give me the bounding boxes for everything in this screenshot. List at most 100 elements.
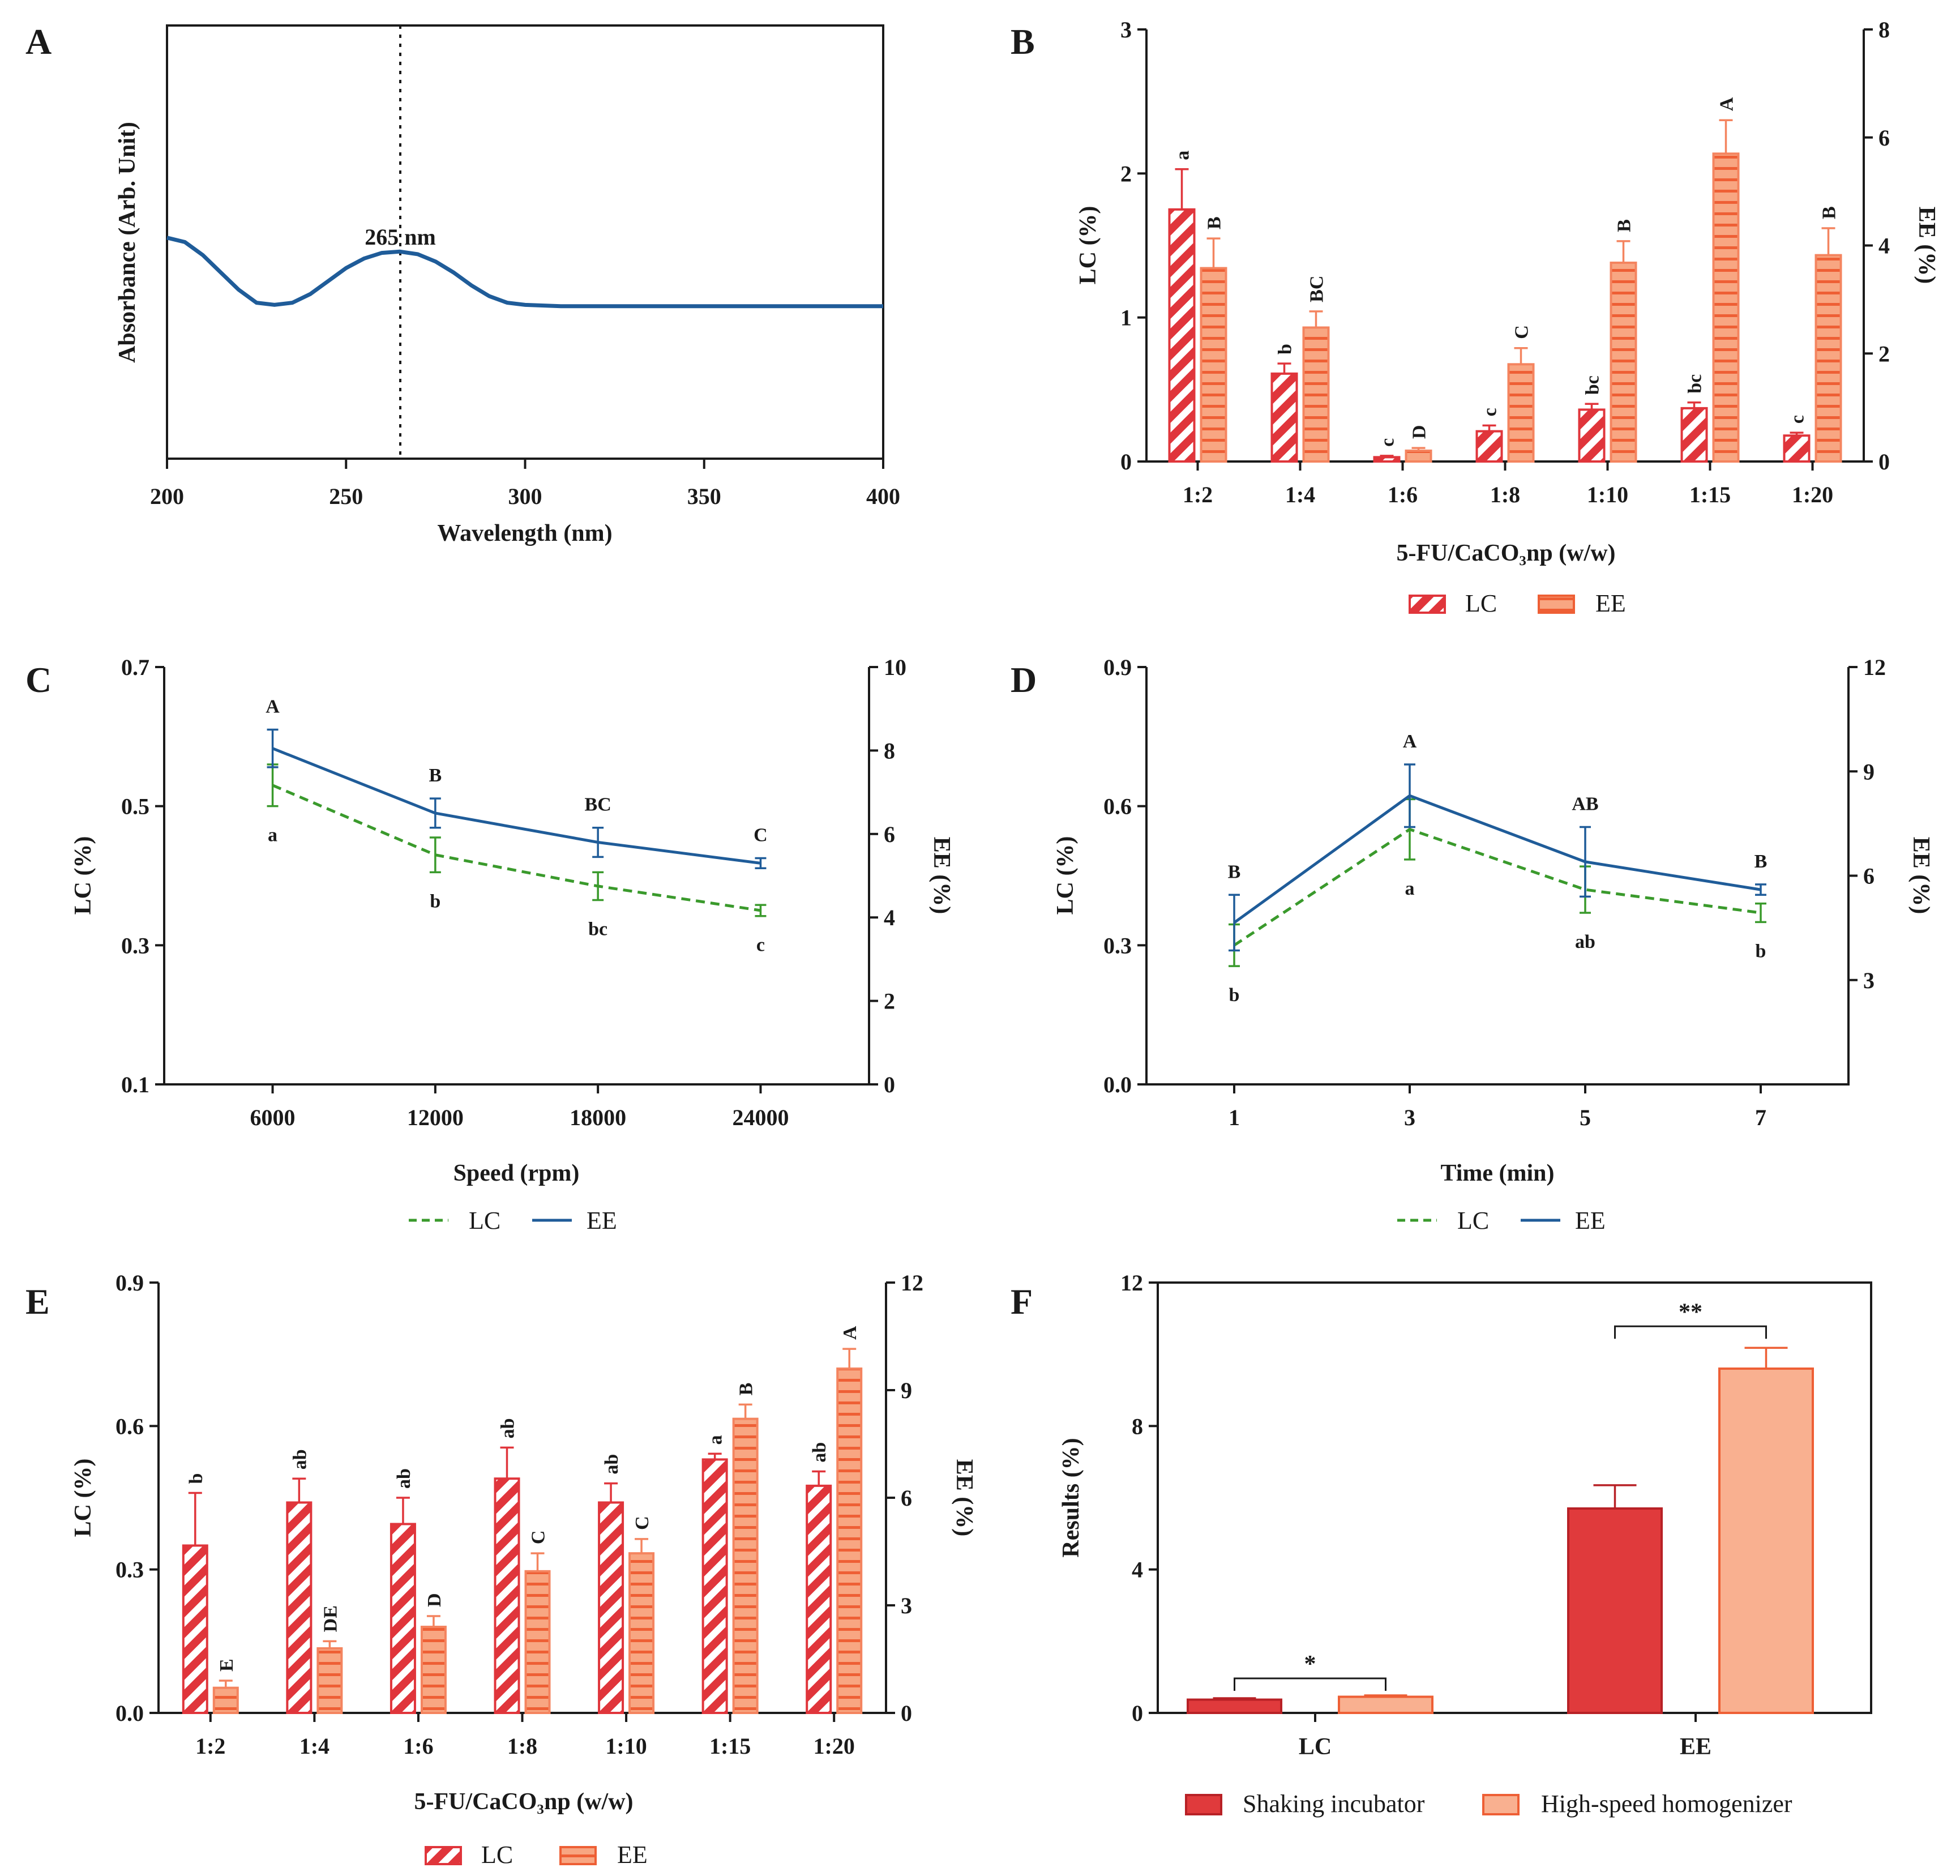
category-label: 1:10 bbox=[1587, 482, 1628, 507]
legend-ee-label: EE bbox=[1575, 1207, 1606, 1234]
ee-letter: BC bbox=[585, 794, 611, 815]
category-label: 1:2 bbox=[1183, 482, 1213, 507]
panel-e-y-right-title: EE (%) bbox=[951, 1459, 977, 1537]
panel-f-legend: Shaking incubator High-speed homogenizer bbox=[1185, 1790, 1792, 1818]
ee-bar bbox=[524, 1570, 551, 1714]
lc-bar bbox=[1475, 430, 1503, 463]
ee-letter: C bbox=[528, 1531, 549, 1545]
panel-a-y-title: Absorbance (Arb. Unit) bbox=[114, 122, 140, 363]
y-right-tick-label-2: 6 bbox=[901, 1485, 912, 1511]
panel-c-y-right-title: EE (%) bbox=[928, 837, 955, 915]
ee-letter: D bbox=[1409, 425, 1430, 439]
lc-letter: c bbox=[1480, 408, 1501, 416]
ee-bar bbox=[420, 1626, 447, 1714]
ee-letter: B bbox=[1819, 206, 1840, 219]
panel-d: D 0.0 0.3 0.6 0.9 3 6 9 12 1 3 5 7 b a ab b B A AB B Time (… bbox=[1011, 655, 1934, 1234]
lc-letter: ab bbox=[498, 1418, 519, 1438]
legend-lc-label: LC bbox=[469, 1207, 500, 1234]
legend-shaking-label: Shaking incubator bbox=[1243, 1790, 1425, 1818]
y-left-tick-label-1: 0.3 bbox=[115, 1557, 144, 1583]
lc-bar bbox=[598, 1501, 624, 1714]
panel-a-frame bbox=[166, 24, 884, 460]
lc-bar bbox=[182, 1544, 208, 1714]
x-tick-label: 12000 bbox=[407, 1105, 464, 1130]
y-right-tick-label-1: 2 bbox=[884, 989, 895, 1014]
peak-label: 265 nm bbox=[365, 224, 436, 250]
y-left-tick-label-0: 0.0 bbox=[115, 1700, 144, 1726]
panel-b: B 0 1 2 3 0 2 4 6 8 1:2 a B 1:4 b BC 1:6 c D 1:8 c C 1:10 bc B 1… bbox=[1011, 17, 1940, 617]
y-right-tick-label-2: 9 bbox=[1863, 759, 1875, 784]
y-tick-label-2: 8 bbox=[1132, 1413, 1143, 1439]
ee-letter: A bbox=[1717, 97, 1738, 111]
y-right-tick-label-1: 3 bbox=[901, 1593, 912, 1618]
legend-homogenizer-label: High-speed homogenizer bbox=[1541, 1790, 1792, 1818]
panel-d-plot: 0.0 0.3 0.6 0.9 3 6 9 12 1 3 5 7 b a ab b B A AB B bbox=[1103, 655, 1886, 1130]
x-tick-label-3: 350 bbox=[687, 484, 721, 509]
ee-letter: B bbox=[1754, 851, 1768, 872]
panel-c-label: C bbox=[25, 660, 52, 700]
panel-c-axes bbox=[163, 667, 870, 1086]
lc-letter: bc bbox=[1685, 374, 1706, 394]
x-tick-label-1: 250 bbox=[329, 484, 363, 509]
ee-letter: DE bbox=[320, 1605, 341, 1632]
x-tick-label-0: 200 bbox=[150, 484, 184, 509]
ee-bar bbox=[1815, 254, 1842, 463]
x-tick-label: 7 bbox=[1755, 1105, 1766, 1130]
panel-d-legend: LC EE bbox=[1397, 1207, 1606, 1234]
ee-bar bbox=[1610, 262, 1637, 463]
lc-bar bbox=[1578, 408, 1606, 463]
ee-letter: B bbox=[1204, 216, 1225, 229]
panel-a-x-ticks: 200 250 300 350 400 bbox=[150, 459, 900, 509]
ee-letter: C bbox=[632, 1516, 653, 1530]
panel-d-label: D bbox=[1011, 660, 1037, 700]
panel-c-y-left-title: LC (%) bbox=[70, 836, 96, 915]
category-label: 1:10 bbox=[605, 1733, 647, 1759]
ee-bar bbox=[836, 1368, 863, 1714]
lc-letter: ab bbox=[601, 1454, 622, 1475]
lc-letter: a bbox=[268, 825, 277, 846]
panel-e-plot: 0.0 0.3 0.6 0.9 0 3 6 9 12 1:2 b E 1:4 ab DE 1:6 ab D 1:8 a… bbox=[115, 1270, 923, 1759]
panel-b-legend: LC EE bbox=[1409, 589, 1626, 617]
category-label: 1:6 bbox=[403, 1733, 433, 1759]
y-right-tick-label-4: 12 bbox=[901, 1270, 923, 1296]
lc-letter: c bbox=[1377, 438, 1398, 447]
y-left-tick-label-3: 0.9 bbox=[115, 1270, 144, 1296]
panel-b-x-title: 5-FU/CaCO₃np (w/w) bbox=[1396, 540, 1615, 566]
panel-f-y-title: Results (%) bbox=[1058, 1438, 1084, 1557]
category-label: 1:8 bbox=[507, 1733, 537, 1759]
lc-bar bbox=[1168, 208, 1196, 463]
ee-bar bbox=[1302, 326, 1330, 463]
panel-f-label: F bbox=[1011, 1281, 1033, 1322]
lc-bar bbox=[286, 1501, 313, 1714]
y-left-tick-label-2: 0.5 bbox=[121, 794, 149, 819]
panel-d-axes bbox=[1145, 667, 1850, 1086]
significance-bracket bbox=[1614, 1325, 1767, 1339]
category-label: 1:4 bbox=[1285, 482, 1315, 507]
lc-bar bbox=[701, 1458, 728, 1714]
lc-letter: ab bbox=[289, 1449, 310, 1469]
y-right-tick-label-2: 4 bbox=[1878, 233, 1890, 259]
lc-bar bbox=[1783, 434, 1811, 463]
lc-series-line bbox=[1233, 827, 1761, 947]
shaking-bar bbox=[1187, 1698, 1282, 1714]
y-left-tick-label-1: 1 bbox=[1120, 305, 1132, 331]
x-tick-label: 24000 bbox=[732, 1105, 789, 1130]
lc-letter: b bbox=[1229, 985, 1240, 1006]
x-tick-label-4: 400 bbox=[866, 484, 900, 509]
y-right-tick-label-0: 3 bbox=[1863, 968, 1875, 993]
y-right-tick-label-4: 8 bbox=[1878, 17, 1890, 42]
panel-c: C 0.1 0.3 0.5 0.7 0 2 4 6 8 10 6000 12000 18000 24000… bbox=[25, 655, 955, 1234]
lc-letter: a bbox=[1172, 151, 1193, 160]
lc-bar bbox=[494, 1477, 520, 1714]
homogenizer-bar bbox=[1338, 1695, 1433, 1714]
lc-letter: ab bbox=[1575, 931, 1595, 952]
y-right-tick-label-3: 12 bbox=[1863, 655, 1886, 680]
y-tick-label-3: 12 bbox=[1120, 1270, 1143, 1296]
panel-e: E 0.0 0.3 0.6 0.9 0 3 6 9 12 1:2 b E 1:4 ab DE 1:6 ab D 1:… bbox=[25, 1270, 977, 1869]
legend-ee-label: EE bbox=[587, 1207, 617, 1234]
y-left-tick-label-2: 0.6 bbox=[115, 1413, 144, 1439]
panel-b-y-left-title: LC (%) bbox=[1075, 206, 1101, 285]
legend-lc-label: LC bbox=[1465, 589, 1497, 617]
ee-letter: A bbox=[266, 696, 280, 717]
